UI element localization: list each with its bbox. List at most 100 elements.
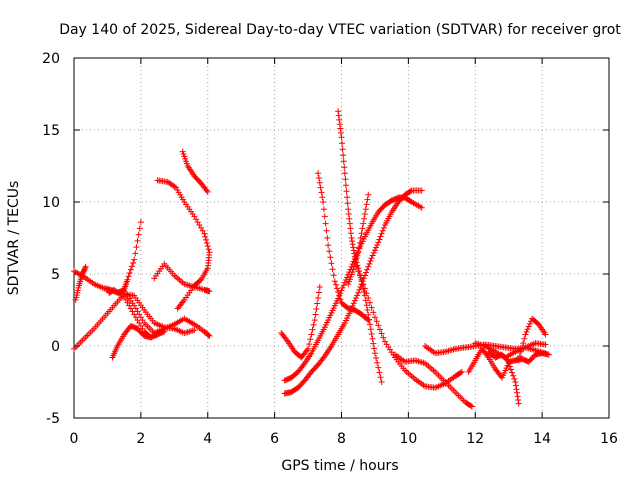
x-tick-label: 6 bbox=[270, 431, 279, 447]
data-point bbox=[337, 125, 344, 132]
data-point bbox=[318, 189, 325, 196]
data-point bbox=[328, 260, 335, 267]
data-point bbox=[351, 250, 358, 257]
data-point bbox=[366, 260, 373, 267]
series-track-11 bbox=[281, 194, 425, 384]
data-point bbox=[174, 305, 181, 312]
data-point bbox=[351, 259, 358, 266]
data-point bbox=[368, 255, 375, 262]
data-point bbox=[82, 263, 89, 270]
data-point bbox=[376, 236, 383, 243]
data-point bbox=[370, 249, 377, 256]
data-point bbox=[300, 361, 307, 368]
data-point bbox=[133, 244, 140, 251]
data-point bbox=[374, 241, 381, 248]
data-point bbox=[203, 187, 210, 194]
data-point bbox=[313, 306, 320, 313]
data-point bbox=[361, 285, 368, 292]
data-point bbox=[351, 297, 358, 304]
y-tick-label: 15 bbox=[42, 123, 60, 139]
data-point bbox=[350, 247, 357, 254]
data-point bbox=[335, 108, 342, 115]
data-point bbox=[407, 188, 414, 195]
data-point bbox=[192, 281, 199, 288]
data-point bbox=[315, 170, 322, 177]
x-tick-label: 12 bbox=[466, 431, 484, 447]
data-point bbox=[363, 290, 370, 297]
data-point bbox=[542, 331, 549, 338]
series-track-6 bbox=[106, 286, 154, 341]
data-point bbox=[307, 336, 314, 343]
x-tick-label: 4 bbox=[203, 431, 212, 447]
data-point bbox=[347, 230, 354, 237]
y-tick-label: 20 bbox=[42, 51, 60, 67]
data-point bbox=[526, 320, 533, 327]
data-point bbox=[320, 206, 327, 213]
data-point bbox=[360, 220, 367, 227]
data-point bbox=[371, 247, 378, 254]
data-point bbox=[134, 237, 141, 244]
data-point bbox=[339, 146, 346, 153]
data-point bbox=[369, 252, 376, 259]
data-point bbox=[323, 227, 330, 234]
data-point bbox=[203, 240, 210, 247]
data-point bbox=[512, 379, 519, 385]
data-point bbox=[370, 309, 377, 316]
data-point bbox=[363, 269, 370, 276]
data-point bbox=[125, 273, 132, 280]
data-point bbox=[136, 225, 143, 232]
data-point bbox=[338, 287, 345, 294]
data-point bbox=[515, 357, 522, 364]
tick-labels: 0 2 4 6 8 10 12 14 16 -5 0 5 10 15 20 bbox=[42, 51, 618, 447]
data-point bbox=[371, 314, 378, 321]
data-point bbox=[356, 286, 363, 293]
data-point bbox=[305, 345, 312, 352]
data-point bbox=[514, 389, 521, 396]
data-point bbox=[341, 279, 348, 286]
series-track-21 bbox=[515, 315, 549, 364]
data-point bbox=[336, 116, 343, 123]
data-point bbox=[314, 300, 321, 307]
data-point bbox=[361, 289, 368, 295]
data-point bbox=[359, 281, 366, 288]
data-point bbox=[82, 265, 89, 271]
data-point bbox=[375, 322, 382, 329]
data-point bbox=[371, 350, 378, 357]
data-point bbox=[507, 366, 514, 373]
data-point bbox=[522, 331, 529, 338]
data-point bbox=[373, 355, 380, 361]
data-point bbox=[355, 268, 362, 275]
x-tick-label: 8 bbox=[337, 431, 346, 447]
data-point bbox=[309, 326, 316, 333]
data-point bbox=[350, 300, 357, 307]
data-point bbox=[377, 374, 384, 381]
data-point bbox=[317, 184, 324, 191]
data-point bbox=[358, 230, 365, 237]
data-point bbox=[525, 323, 532, 330]
data-point bbox=[418, 204, 425, 211]
data-point bbox=[171, 183, 178, 190]
data-point bbox=[312, 311, 319, 318]
data-point bbox=[356, 244, 363, 251]
data-point bbox=[325, 242, 332, 249]
data-point bbox=[204, 188, 211, 195]
x-tick-label: 0 bbox=[70, 431, 79, 447]
data-point bbox=[378, 330, 385, 337]
data-point bbox=[509, 369, 516, 376]
data-point bbox=[361, 211, 368, 217]
data-point bbox=[358, 276, 365, 283]
data-point bbox=[344, 200, 351, 207]
data-point bbox=[345, 211, 352, 217]
data-point bbox=[379, 227, 386, 234]
data-point bbox=[356, 272, 363, 279]
data-point bbox=[206, 332, 213, 339]
data-point bbox=[341, 170, 348, 177]
data-point bbox=[316, 179, 323, 186]
data-point bbox=[342, 182, 349, 189]
data-point bbox=[378, 230, 385, 237]
data-point bbox=[380, 224, 387, 231]
y-tick-label: 5 bbox=[51, 267, 60, 283]
data-point bbox=[365, 263, 372, 270]
x-tick-label: 16 bbox=[600, 431, 618, 447]
